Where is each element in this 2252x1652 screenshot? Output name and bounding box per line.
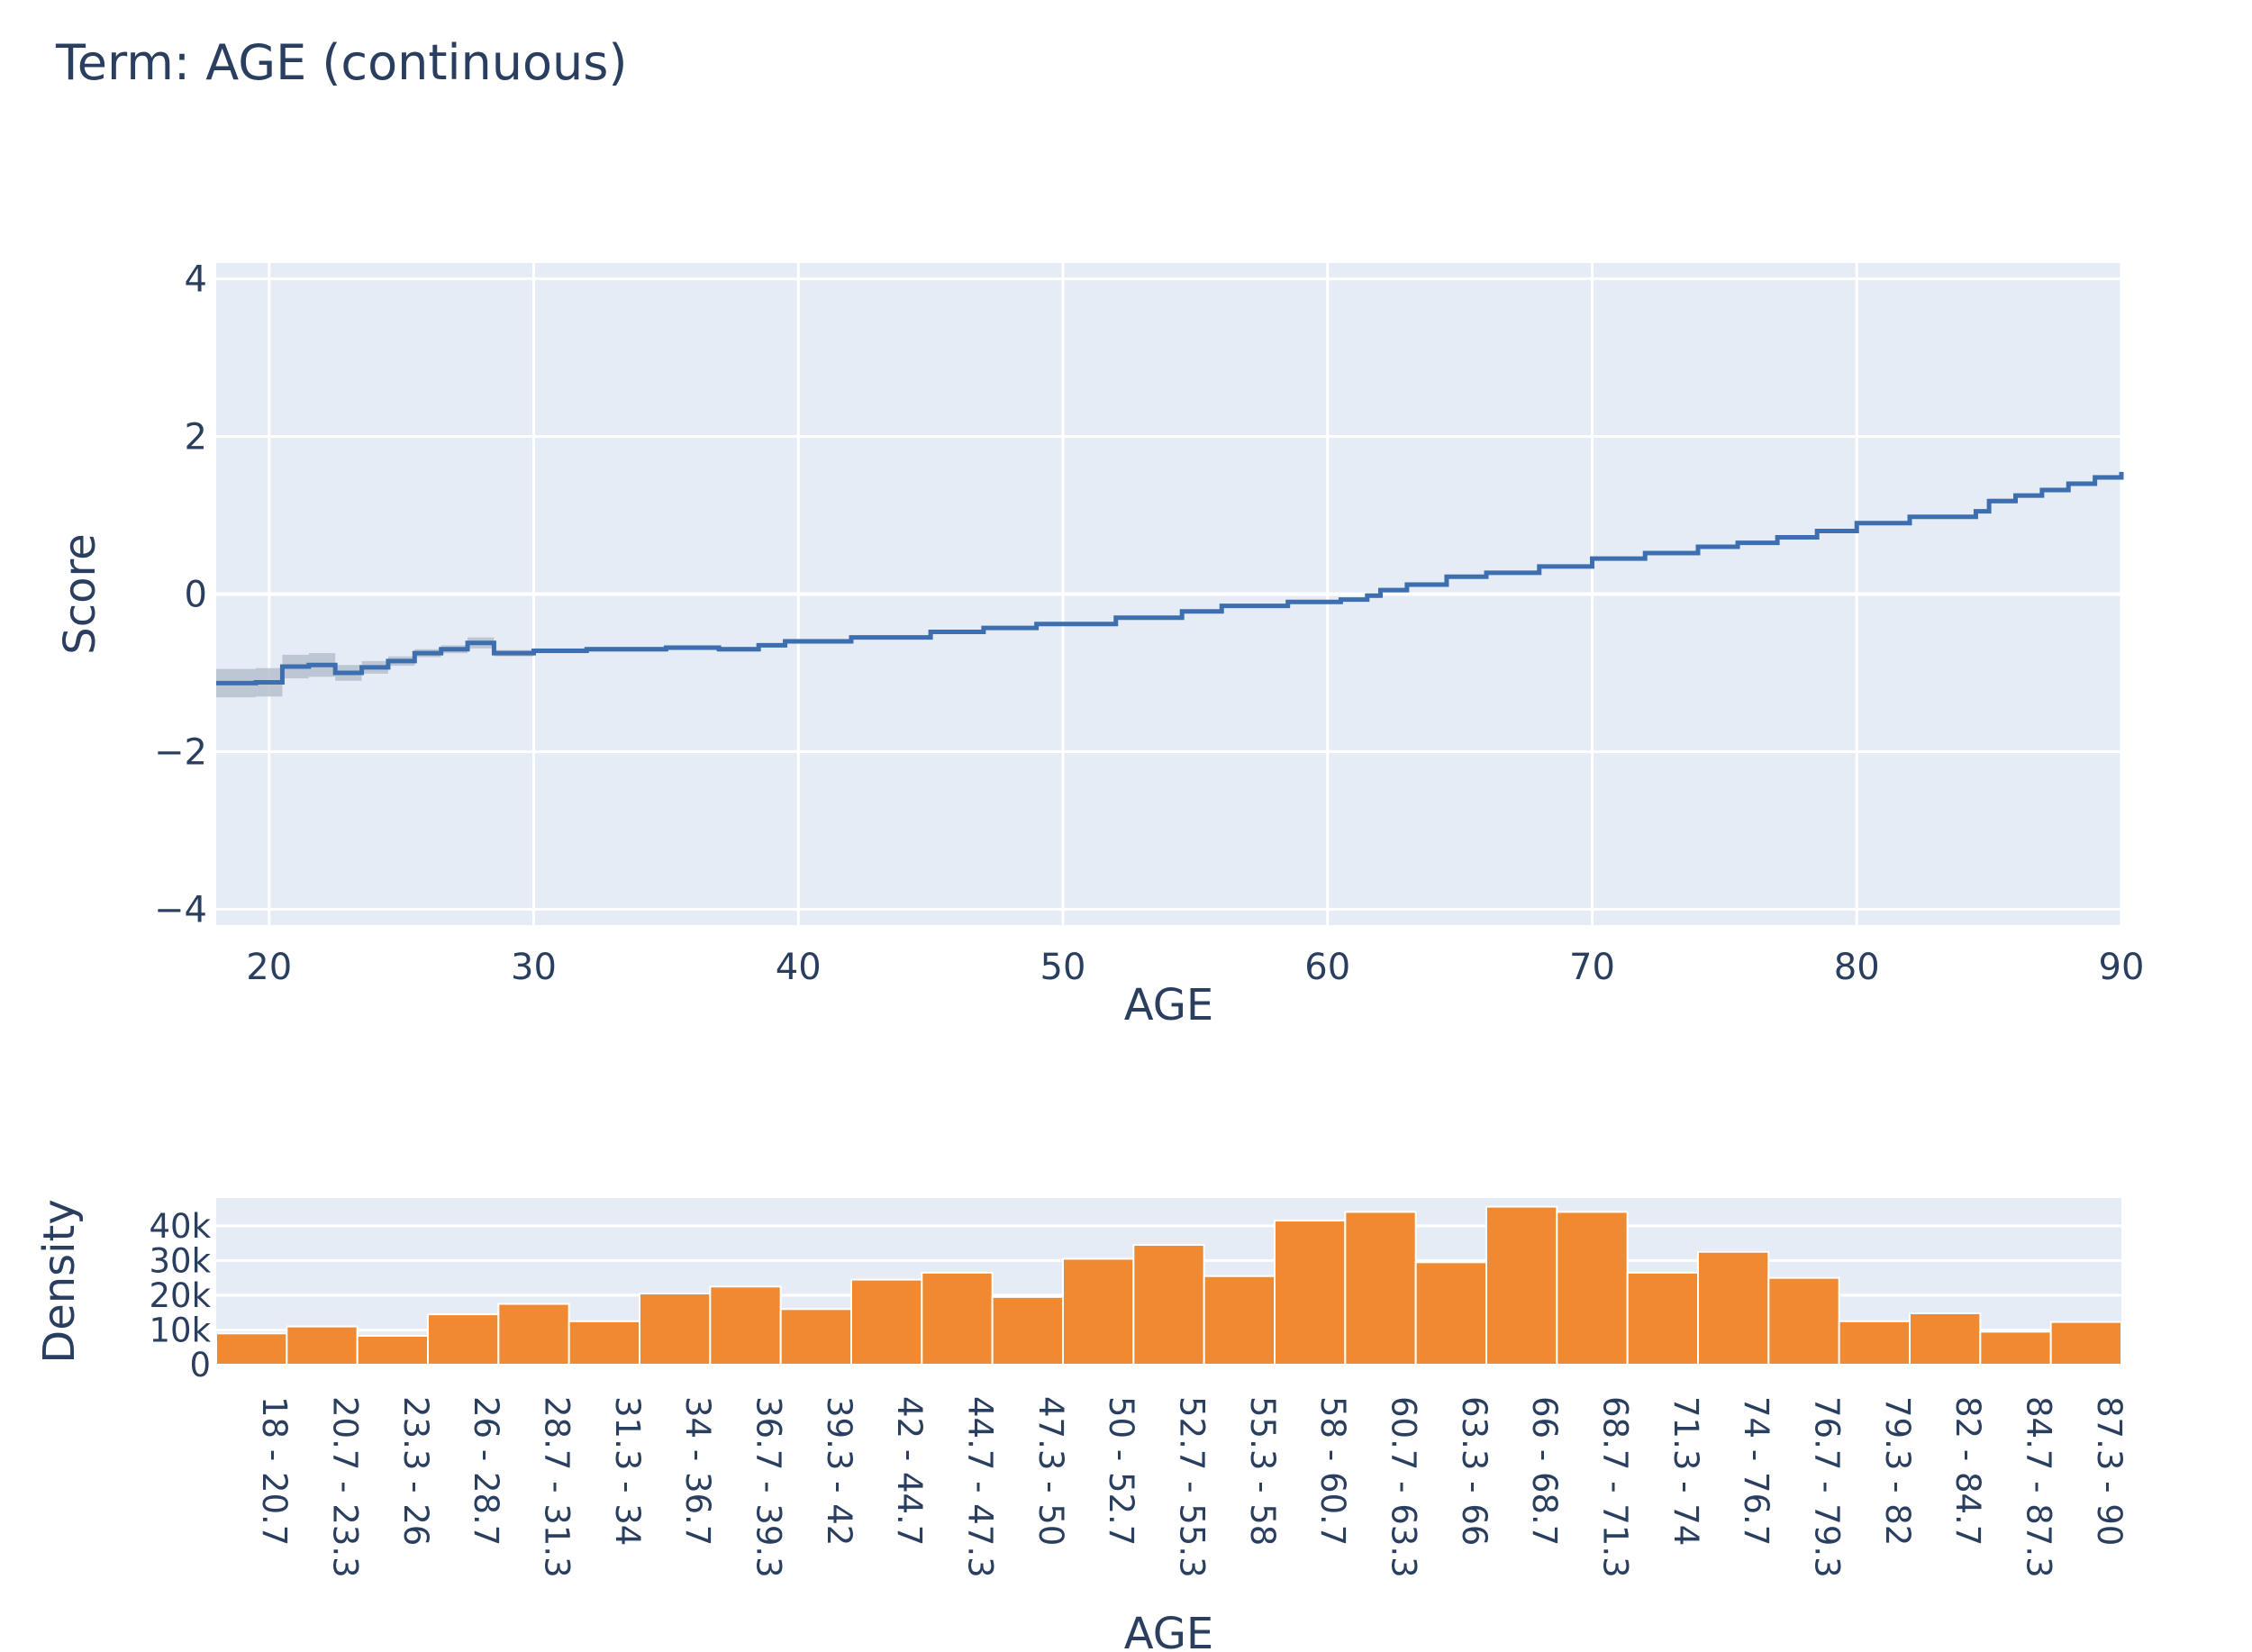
density-bar — [1767, 1276, 1840, 1366]
score-y-tick-label: 0 — [185, 575, 207, 616]
page-title: Term: AGE (continuous) — [56, 34, 628, 91]
density-x-tick-label: 55.3 - 58 — [1243, 1396, 1282, 1546]
density-bar — [497, 1303, 570, 1366]
density-bar — [1203, 1275, 1276, 1366]
density-bar — [921, 1271, 994, 1366]
density-x-tick-label: 39.3 - 42 — [820, 1396, 858, 1546]
density-bar — [1838, 1320, 1911, 1366]
density-bar — [1274, 1220, 1347, 1366]
density-x-tick-label: 47.3 - 50 — [1031, 1396, 1070, 1546]
density-bar — [286, 1325, 359, 1366]
density-x-tick-label: 42 - 44.7 — [890, 1396, 929, 1546]
density-y-tick-label: 40k — [149, 1207, 211, 1246]
density-x-tick-label: 50 - 52.7 — [1102, 1396, 1140, 1546]
density-bar — [215, 1332, 288, 1366]
density-x-tick-label: 20.7 - 23.3 — [326, 1396, 365, 1578]
density-x-tick-label: 74 - 76.7 — [1737, 1396, 1775, 1546]
density-bar — [1485, 1205, 1558, 1366]
density-x-tick-label: 52.7 - 55.3 — [1173, 1396, 1212, 1578]
density-x-tick-label: 36.7 - 39.3 — [749, 1396, 788, 1578]
density-x-tick-label: 26 - 28.7 — [467, 1396, 505, 1546]
density-y-tick-label: 0 — [189, 1346, 211, 1384]
density-bar — [568, 1320, 641, 1366]
density-bar — [427, 1313, 500, 1366]
density-bar — [356, 1335, 429, 1366]
score-x-tick-label: 40 — [776, 947, 822, 988]
density-bar — [850, 1278, 923, 1366]
density-bar — [2049, 1321, 2123, 1366]
density-x-tick-label: 18 - 20.7 — [255, 1396, 294, 1546]
score-y-tick-label: −4 — [154, 890, 207, 931]
density-bar — [1344, 1211, 1417, 1366]
density-x-tick-label: 63.3 - 66 — [1455, 1396, 1494, 1546]
density-bar — [1062, 1257, 1135, 1366]
score-x-tick-label: 90 — [2099, 947, 2145, 988]
density-x-tick-label: 44.7 - 47.3 — [961, 1396, 1000, 1578]
density-bar — [709, 1285, 782, 1366]
density-x-tick-label: 84.7 - 87.3 — [2020, 1396, 2058, 1578]
score-x-tick-label: 80 — [1834, 947, 1880, 988]
score-x-tick-label: 30 — [511, 947, 557, 988]
density-bar — [1626, 1271, 1699, 1366]
density-x-tick-label: 60.7 - 63.3 — [1385, 1396, 1423, 1578]
density-x-tick-label: 87.3 - 90 — [2090, 1396, 2129, 1546]
score-y-axis-title: Score — [55, 533, 105, 654]
density-x-tick-label: 71.3 - 74 — [1666, 1396, 1705, 1546]
density-x-tick-label: 28.7 - 31.3 — [538, 1396, 577, 1578]
density-x-tick-label: 79.3 - 82 — [1878, 1396, 1917, 1546]
density-bar — [991, 1295, 1064, 1366]
density-bar — [1697, 1250, 1770, 1366]
density-x-tick-label: 58 - 60.7 — [1313, 1396, 1352, 1546]
density-bar — [1979, 1330, 2052, 1366]
density-bar — [639, 1292, 712, 1366]
density-bar — [1132, 1244, 1205, 1366]
density-y-tick-label: 20k — [149, 1276, 211, 1315]
score-y-tick-label: −2 — [154, 732, 207, 774]
score-line — [216, 471, 2124, 685]
density-x-axis-title: AGE — [1124, 1609, 1214, 1652]
density-bar — [779, 1308, 853, 1366]
score-y-tick-label: 4 — [185, 259, 207, 301]
density-x-tick-label: 34 - 36.7 — [678, 1396, 717, 1546]
density-x-tick-label: 23.3 - 26 — [396, 1396, 435, 1546]
score-y-tick-label: 2 — [185, 417, 207, 458]
density-x-tick-label: 82 - 84.7 — [1948, 1396, 1987, 1546]
density-y-axis-title: Density — [34, 1199, 85, 1363]
density-x-tick-label: 66 - 68.7 — [1525, 1396, 1564, 1546]
density-y-tick-label: 10k — [149, 1311, 211, 1349]
score-x-tick-label: 60 — [1304, 947, 1350, 988]
density-bar — [1556, 1211, 1629, 1366]
score-x-tick-label: 70 — [1569, 947, 1615, 988]
score-x-tick-label: 20 — [246, 947, 292, 988]
density-x-tick-label: 76.7 - 79.3 — [1808, 1396, 1847, 1578]
score-x-axis-title: AGE — [1124, 980, 1214, 1030]
density-x-tick-label: 68.7 - 71.3 — [1596, 1396, 1635, 1578]
score-x-tick-label: 50 — [1040, 947, 1086, 988]
density-y-tick-label: 30k — [149, 1241, 211, 1280]
density-x-tick-label: 31.3 - 34 — [608, 1396, 647, 1546]
density-bar — [1909, 1312, 1982, 1366]
density-bar — [1414, 1261, 1487, 1366]
